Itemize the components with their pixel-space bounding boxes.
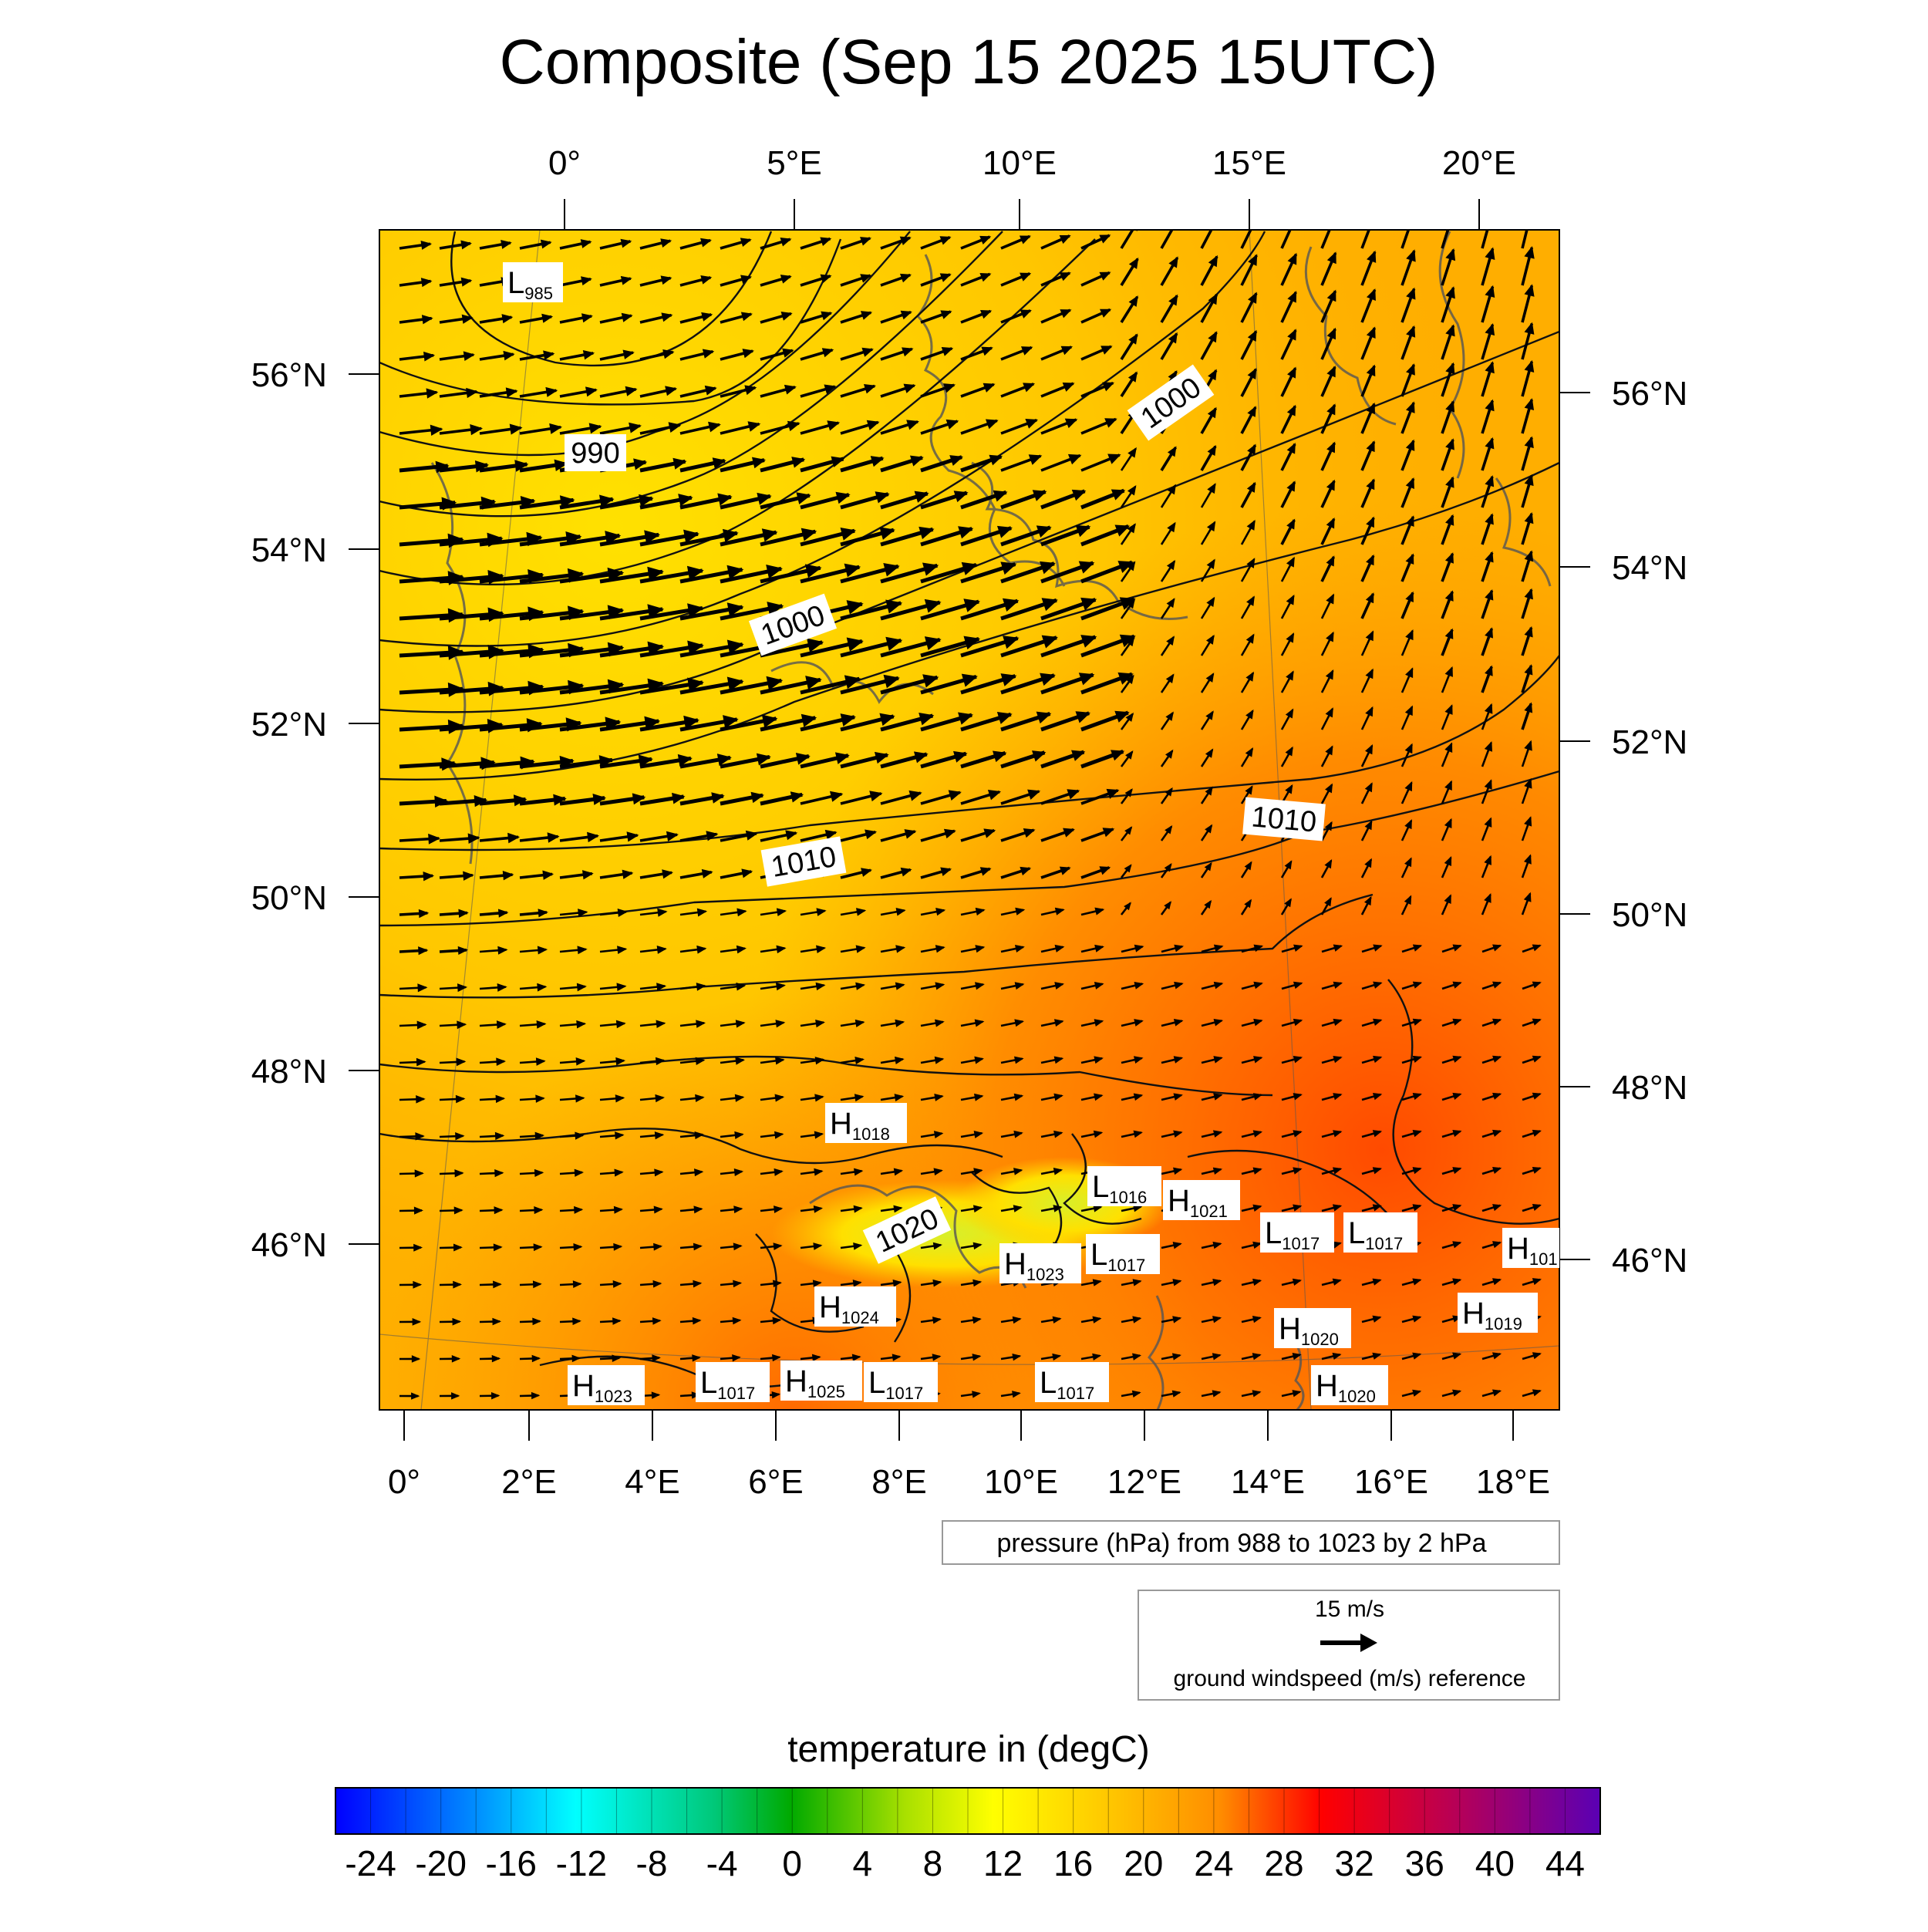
- tick-label: 8°E: [871, 1463, 926, 1501]
- tick-label: 52°N: [251, 706, 327, 743]
- chart-title: Composite (Sep 15 2025 15UTC): [500, 27, 1438, 97]
- tick-label: 10°E: [984, 1463, 1058, 1501]
- colorbar-tick-label: -24: [345, 1843, 396, 1883]
- pressure-center: H1019: [1458, 1293, 1538, 1334]
- bottom-longitude-labels: 0° 2°E 4°E 6°E 8°E 10°E 12°E 14°E 16°E 1…: [388, 1463, 1550, 1501]
- pressure-center: L1017: [1343, 1212, 1417, 1253]
- tick-label: 4°E: [625, 1463, 679, 1501]
- tick-label: 54°N: [251, 531, 327, 569]
- pressure-legend-text: pressure (hPa) from 988 to 1023 by 2 hPa: [996, 1529, 1486, 1558]
- colorbar-tick-label: 36: [1405, 1843, 1444, 1883]
- pressure-center: L985: [503, 262, 563, 303]
- tick-label: 48°N: [1612, 1069, 1687, 1107]
- colorbar-title: temperature in (degC): [787, 1729, 1150, 1770]
- tick-label: 0°: [548, 144, 581, 182]
- pressure-center: L1017: [1035, 1362, 1109, 1403]
- colorbar-tick-label: 0: [782, 1843, 802, 1883]
- pressure-center: H1024: [814, 1286, 896, 1327]
- pressure-center: H1025: [780, 1360, 862, 1401]
- colorbar-tick-label: -16: [486, 1843, 537, 1883]
- colorbar-tick-label: -8: [636, 1843, 668, 1883]
- pressure-center: L1017: [864, 1362, 938, 1403]
- tick-label: 5°E: [767, 144, 821, 182]
- left-latitude-labels: 56°N 54°N 52°N 50°N 48°N 46°N: [251, 356, 327, 1264]
- pressure-center: H1020: [1274, 1308, 1351, 1349]
- pressure-center: L1017: [1260, 1212, 1334, 1253]
- colorbar-tick-label: 12: [983, 1843, 1023, 1883]
- wind-reference-caption: ground windspeed (m/s) reference: [1174, 1666, 1526, 1691]
- tick-label: 14°E: [1231, 1463, 1305, 1501]
- pressure-center: H1020: [1311, 1365, 1388, 1406]
- tick-label: 50°N: [251, 879, 327, 917]
- colorbar-tick-label: 20: [1124, 1843, 1163, 1883]
- colorbar-tick-label: 8: [923, 1843, 943, 1883]
- colorbar-tick-label: -12: [556, 1843, 607, 1883]
- tick-label: 15°E: [1212, 144, 1286, 182]
- colorbar-tick-label: 16: [1053, 1843, 1093, 1883]
- colorbar-tick-label: -4: [706, 1843, 738, 1883]
- svg-text:990: 990: [571, 437, 619, 470]
- top-longitude-labels: 0° 5°E 10°E 15°E 20°E: [548, 144, 1516, 182]
- tick-label: 54°N: [1612, 549, 1687, 587]
- tick-label: 2°E: [501, 1463, 556, 1501]
- colorbar-tick-label: 4: [853, 1843, 873, 1883]
- tick-label: 46°N: [251, 1226, 327, 1264]
- tick-label: 10°E: [983, 144, 1057, 182]
- pressure-center: L1017: [696, 1362, 770, 1403]
- tick-label: 48°N: [251, 1053, 327, 1091]
- colorbar-tick-label: 32: [1335, 1843, 1374, 1883]
- colorbar-tick-label: 24: [1194, 1843, 1233, 1883]
- colorbar-tick-label: 28: [1264, 1843, 1303, 1883]
- pressure-center: H1021: [1163, 1180, 1240, 1221]
- right-latitude-labels: 56°N 54°N 52°N 50°N 48°N 46°N: [1612, 375, 1687, 1280]
- tick-label: 20°E: [1442, 144, 1516, 182]
- pressure-center: H1018: [825, 1103, 907, 1144]
- isobar-label: 990: [565, 434, 626, 471]
- pressure-center: L1017: [1086, 1234, 1160, 1275]
- tick-label: 56°N: [1612, 375, 1687, 413]
- colorbar: temperature in (degC) -24 -20 -16 -12 -8 -4 0 4…: [335, 1729, 1600, 1883]
- pressure-legend: pressure (hPa) from 988 to 1023 by 2 hPa: [942, 1521, 1559, 1564]
- wind-reference-speed: 15 m/s: [1315, 1597, 1384, 1622]
- tick-label: 0°: [388, 1463, 420, 1501]
- tick-label: 6°E: [748, 1463, 803, 1501]
- tick-label: 56°N: [251, 356, 327, 394]
- tick-label: 16°E: [1354, 1463, 1428, 1501]
- isobar-label: 1010: [1242, 797, 1326, 841]
- pressure-center: H1023: [568, 1365, 645, 1406]
- pressure-center: L1016: [1087, 1166, 1161, 1207]
- pressure-center: H101: [1502, 1228, 1559, 1269]
- tick-label: 18°E: [1476, 1463, 1550, 1501]
- colorbar-tick-label: 40: [1475, 1843, 1515, 1883]
- tick-label: 52°N: [1612, 723, 1687, 761]
- tick-label: 12°E: [1107, 1463, 1181, 1501]
- colorbar-tick-label: 44: [1545, 1843, 1585, 1883]
- tick-label: 50°N: [1612, 896, 1687, 934]
- tick-label: 46°N: [1612, 1242, 1687, 1280]
- svg-text:1010: 1010: [1250, 801, 1318, 838]
- wind-reference-legend: 15 m/s ground windspeed (m/s) reference: [1138, 1590, 1559, 1700]
- colorbar-tick-label: -20: [415, 1843, 466, 1883]
- pressure-center: H1023: [999, 1243, 1081, 1284]
